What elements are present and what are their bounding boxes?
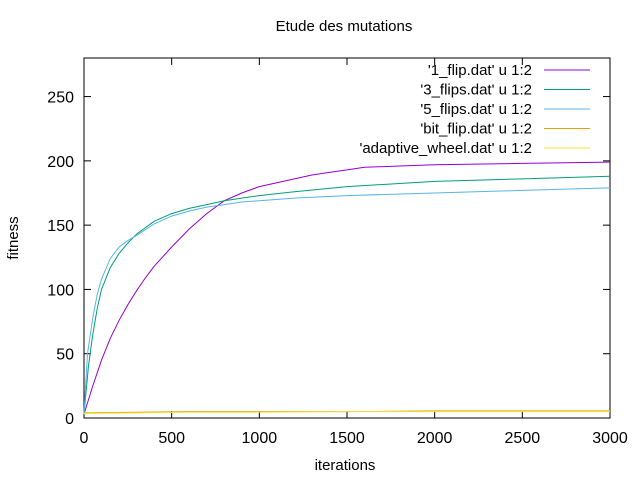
x-axis-title: iterations: [315, 457, 376, 474]
x-tick-label-5: 2500: [505, 430, 541, 447]
x-tick-label-6: 3000: [592, 430, 628, 447]
series-line-4: [83, 411, 610, 414]
series-lines: [83, 161, 611, 415]
series-line-0: [83, 161, 611, 415]
legend-label-0: '1_flip.dat' u 1:2: [428, 62, 532, 79]
legend-label-2: '5_flips.dat' u 1:2: [420, 101, 532, 118]
x-tick-label-4: 2000: [417, 430, 453, 447]
y-tick-label-5: 250: [47, 90, 74, 107]
legend-label-4: 'adaptive_wheel.dat' u 1:2: [359, 140, 532, 157]
legend: '1_flip.dat' u 1:2 '3_flips.dat' u 1:2 '5_…: [359, 62, 590, 157]
y-tick-label-2: 100: [47, 282, 74, 299]
y-axis-title: fitness: [5, 216, 22, 259]
x-tick-label-1: 500: [158, 430, 185, 447]
legend-label-1: '3_flips.dat' u 1:2: [420, 82, 532, 99]
chart-title: Etude des mutations: [276, 18, 413, 35]
y-tick-label-4: 200: [47, 154, 74, 171]
y-tick-label-1: 50: [56, 347, 74, 364]
x-tick-label-2: 1000: [242, 430, 278, 447]
y-tick-label-3: 150: [47, 218, 74, 235]
y-tick-label-0: 0: [65, 411, 74, 428]
x-tick-label-0: 0: [80, 430, 89, 447]
legend-label-3: 'bit_flip.dat' u 1:2: [420, 121, 532, 138]
axis-tick-labels: 0 500 1000 1500 2000 2500 3000 0 50 100 150 200 250: [47, 90, 628, 447]
x-tick-label-3: 1500: [329, 430, 365, 447]
axis-ticks: [83, 58, 611, 419]
series-line-1: [83, 175, 611, 415]
series-line-2: [83, 187, 611, 415]
